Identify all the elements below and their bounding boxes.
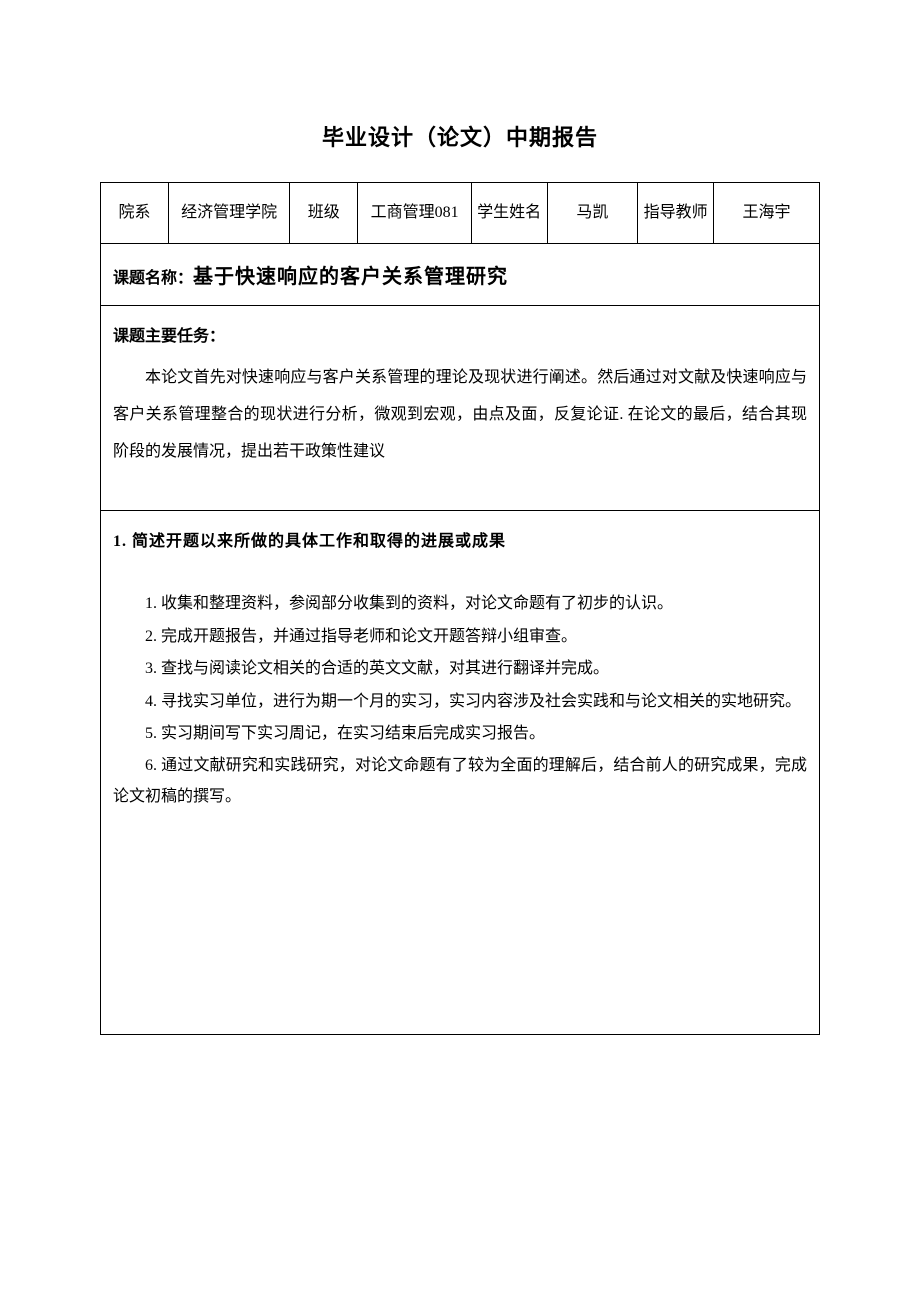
header-row: 院系 经济管理学院 班级 工商管理081 学生姓名 马凯 指导教师 王海宇 (101, 183, 820, 244)
progress-row: 1. 简述开题以来所做的具体工作和取得的进展或成果 1. 收集和整理资料，参阅部… (101, 511, 820, 1035)
progress-item-2: 2. 完成开题报告，并通过指导老师和论文开题答辩小组审查。 (113, 622, 807, 652)
progress-label: 1. 简述开题以来所做的具体工作和取得的进展或成果 (113, 527, 807, 551)
class-label: 班级 (290, 183, 358, 244)
dept-value: 经济管理学院 (169, 183, 290, 244)
student-value: 马凯 (547, 183, 638, 244)
topic-label: 课题名称： (113, 270, 193, 287)
student-label: 学生姓名 (471, 183, 547, 244)
task-row: 课题主要任务： 本论文首先对快速响应与客户关系管理的理论及现状进行阐述。然后通过… (101, 306, 820, 511)
progress-item-4: 4. 寻找实习单位，进行为期一个月的实习，实习内容涉及社会实践和与论文相关的实地… (113, 687, 807, 717)
task-content: 本论文首先对快速响应与客户关系管理的理论及现状进行阐述。然后通过对文献及快速响应… (113, 360, 807, 470)
class-value: 工商管理081 (358, 183, 472, 244)
topic-value: 基于快速响应的客户关系管理研究 (193, 266, 508, 288)
advisor-value: 王海宇 (713, 183, 819, 244)
progress-item-6: 6. 通过文献研究和实践研究，对论文命题有了较为全面的理解后，结合前人的研究成果… (113, 751, 807, 812)
report-table: 院系 经济管理学院 班级 工商管理081 学生姓名 马凯 指导教师 王海宇 课题… (100, 182, 820, 1035)
page-title: 毕业设计（论文）中期报告 (100, 120, 820, 152)
progress-item-1: 1. 收集和整理资料，参阅部分收集到的资料，对论文命题有了初步的认识。 (113, 589, 807, 619)
progress-item-3: 3. 查找与阅读论文相关的合适的英文文献，对其进行翻译并完成。 (113, 654, 807, 684)
task-label: 课题主要任务： (113, 322, 807, 346)
dept-label: 院系 (101, 183, 169, 244)
topic-row: 课题名称：基于快速响应的客户关系管理研究 (101, 244, 820, 306)
advisor-label: 指导教师 (638, 183, 714, 244)
progress-item-5: 5. 实习期间写下实习周记，在实习结束后完成实习报告。 (113, 719, 807, 749)
